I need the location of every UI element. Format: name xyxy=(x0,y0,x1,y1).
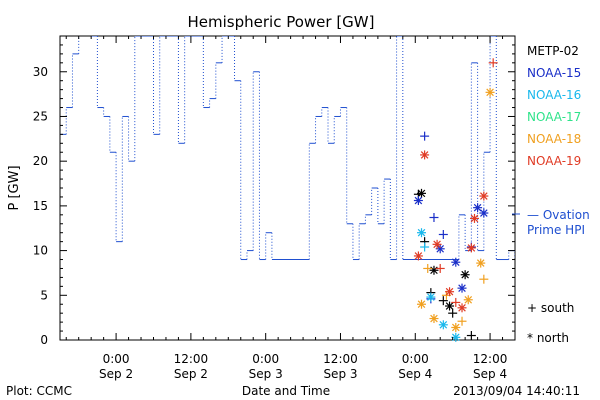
satellite-point-noaa-18-south xyxy=(479,274,489,284)
legend-entry-metp-02: METP-02 xyxy=(527,44,579,58)
satellite-point-noaa-18-north xyxy=(485,87,495,97)
x-tick-label-date: Sep 2 xyxy=(99,367,133,381)
satellite-point-noaa-18-north xyxy=(476,258,486,268)
y-axis-label: P [GW] xyxy=(7,165,22,210)
satellite-point-noaa-19-north xyxy=(469,213,479,223)
x-axis-label: Date and Time xyxy=(242,384,330,398)
satellite-point-noaa-19-north xyxy=(413,251,423,261)
plot-area xyxy=(59,35,516,342)
y-tick-label: 25 xyxy=(33,109,48,123)
y-tick-label: 10 xyxy=(33,244,48,258)
satellite-point-noaa-16-north xyxy=(426,292,436,302)
satellite-point-metp-02-south xyxy=(438,296,448,306)
satellite-point-noaa-19-south xyxy=(488,58,498,68)
x-tick-label-time: 12:00 xyxy=(174,352,209,366)
y-tick-label: 0 xyxy=(40,333,48,347)
plot-credit: Plot: CCMC xyxy=(6,384,72,398)
x-tick-label-time: 12:00 xyxy=(473,352,508,366)
satellite-point-metp-02-north xyxy=(445,301,455,311)
satellite-point-noaa-19-north xyxy=(432,239,442,249)
satellite-point-noaa-18-south xyxy=(423,263,433,273)
satellite-point-noaa-15-north xyxy=(451,257,461,267)
x-tick-label-time: 12:00 xyxy=(323,352,358,366)
x-tick-label-date: Sep 2 xyxy=(174,367,208,381)
satellite-point-noaa-19-north xyxy=(457,303,467,313)
x-tick-label-date: Sep 3 xyxy=(323,367,357,381)
legend-entry-noaa-18: NOAA-18 xyxy=(527,132,581,146)
satellite-point-noaa-15-north xyxy=(413,196,423,206)
x-tick-label-time: 0:00 xyxy=(103,352,130,366)
legend-ovation-line1: — Ovation xyxy=(527,208,590,222)
legend-south: + south xyxy=(527,301,574,315)
satellite-point-noaa-18-north xyxy=(451,322,461,332)
chart-title: Hemispheric Power [GW] xyxy=(188,13,375,31)
x-tick-label-date: Sep 4 xyxy=(473,367,507,381)
satellite-point-noaa-19-north xyxy=(420,150,430,160)
satellite-point-metp-02-north xyxy=(429,265,439,275)
satellite-point-noaa-15-south xyxy=(429,213,439,223)
plot-timestamp: 2013/09/04 14:40:11 xyxy=(453,384,580,398)
ovation-series xyxy=(60,36,515,261)
satellite-point-noaa-18-north xyxy=(429,314,439,324)
y-tick-label: 20 xyxy=(33,154,48,168)
satellite-point-noaa-19-south xyxy=(435,263,445,273)
satellite-point-noaa-18-north xyxy=(417,299,427,309)
y-tick-label: 5 xyxy=(40,288,48,302)
satellite-point-metp-02-north xyxy=(417,188,427,198)
satellite-points xyxy=(413,58,498,342)
satellite-point-noaa-15-north xyxy=(479,208,489,218)
satellite-point-noaa-19-north xyxy=(445,287,455,297)
satellite-point-noaa-15-south xyxy=(438,229,448,239)
satellite-point-noaa-15-north xyxy=(473,203,483,213)
satellite-point-metp-02-south xyxy=(466,331,476,341)
satellite-point-metp-02-south xyxy=(448,308,458,318)
x-tick-label-time: 0:00 xyxy=(402,352,429,366)
satellite-point-noaa-16-north xyxy=(438,320,448,330)
satellite-point-noaa-16-north xyxy=(417,228,427,238)
legend-north: * north xyxy=(527,331,569,345)
legend-entry-noaa-19: NOAA-19 xyxy=(527,154,581,168)
legend-entry-noaa-16: NOAA-16 xyxy=(527,88,581,102)
satellite-point-noaa-16-south xyxy=(420,242,430,252)
legend-entry-noaa-15: NOAA-15 xyxy=(527,66,581,80)
satellite-point-noaa-15-north xyxy=(457,283,467,293)
y-axis: 0 5 10 15 20 25 30 xyxy=(33,35,515,347)
satellite-point-noaa-19-north xyxy=(479,191,489,201)
satellite-point-noaa-19-north xyxy=(466,243,476,253)
satellite-point-metp-02-north xyxy=(460,270,470,280)
x-tick-label-date: Sep 3 xyxy=(249,367,283,381)
legend-ovation-line2: Prime HPI xyxy=(527,223,585,237)
legend: METP-02 NOAA-15 NOAA-16 NOAA-17 NOAA-18 NOAA-… xyxy=(512,44,590,345)
satellite-point-noaa-15-south xyxy=(420,131,430,141)
legend-entry-noaa-17: NOAA-17 xyxy=(527,110,581,124)
x-tick-label-time: 0:00 xyxy=(252,352,279,366)
y-tick-label: 15 xyxy=(33,199,48,213)
satellite-point-noaa-18-north xyxy=(463,295,473,305)
satellite-point-noaa-18-south xyxy=(457,316,467,326)
satellite-point-noaa-19-south xyxy=(451,297,461,307)
y-tick-label: 30 xyxy=(33,65,48,79)
x-tick-label-date: Sep 4 xyxy=(398,367,432,381)
